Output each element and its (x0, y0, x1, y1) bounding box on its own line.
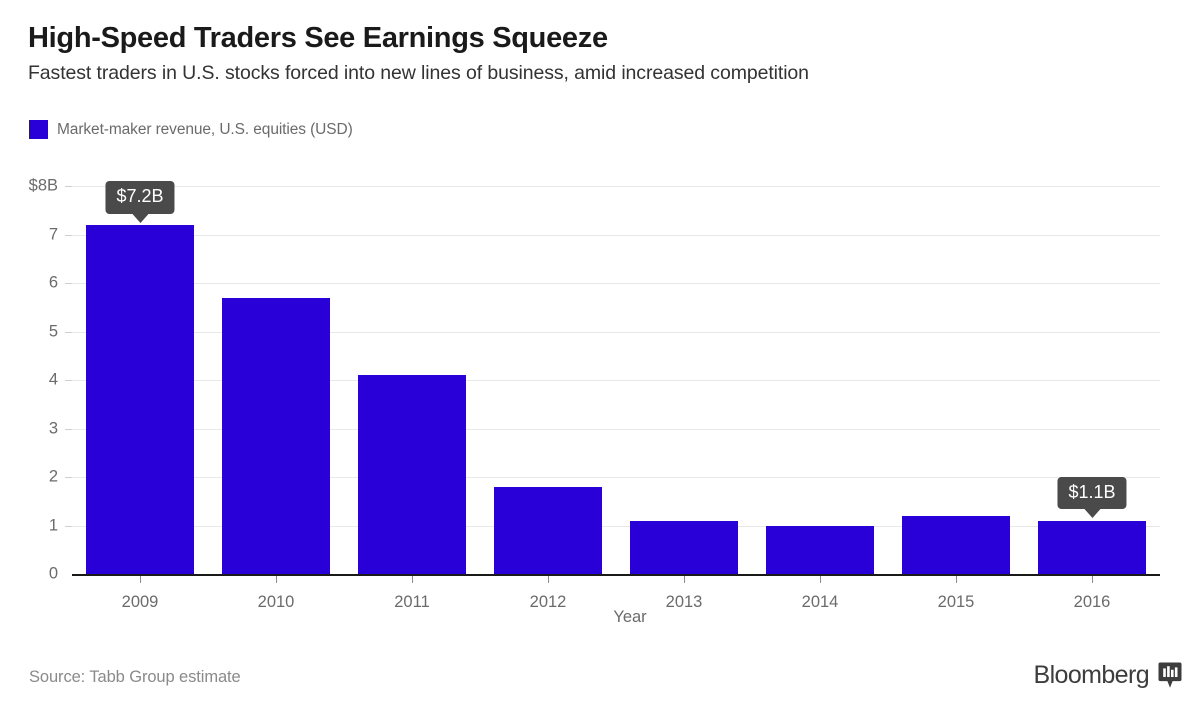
ytick-label-0: 0 (48, 564, 58, 583)
bar-group-2013[interactable]: 2013 (630, 186, 738, 611)
x-axis-line (72, 574, 1160, 576)
ytick-label-5: 5 (48, 322, 58, 340)
chart-legend: Market-maker revenue, U.S. equities (USD… (29, 120, 353, 139)
ytick-mark-4 (65, 380, 72, 381)
bar-group-2016[interactable]: 2016 (1038, 186, 1146, 611)
plot-area: $8B 7 6 5 4 3 2 1 0 2009 2010 2011 (29, 177, 1160, 611)
xtick-label-2010: 2010 (257, 593, 295, 611)
xtick-label-2015: 2015 (937, 593, 975, 611)
ytick-mark-7 (65, 234, 72, 236)
ytick-mark-5 (65, 331, 72, 333)
gridline-3 (72, 428, 1160, 430)
chart-header: High-Speed Traders See Earnings Squeeze … (28, 22, 1178, 86)
chart-subtitle: Fastest traders in U.S. stocks forced in… (28, 62, 809, 85)
ytick-label-3: 3 (48, 419, 58, 437)
ytick-mark-8 (65, 186, 72, 187)
ytick-label-2: 2 (48, 467, 58, 486)
ytick-mark-3 (65, 428, 72, 430)
bar-2012[interactable] (494, 486, 602, 574)
ytick-label-4: 4 (48, 370, 58, 389)
bar-group-2015[interactable]: 2015 (902, 186, 1010, 611)
xtick-mark-2016 (1092, 576, 1093, 583)
gridline-4 (72, 380, 1160, 381)
callout-2009: $7.2B (105, 180, 175, 223)
xtick-mark-2009 (140, 576, 141, 583)
gridline-5 (72, 331, 1160, 333)
ytick-mark-2 (65, 477, 72, 478)
xtick-mark-2015 (956, 576, 957, 583)
bar-group-2012[interactable]: 2012 (494, 186, 602, 611)
bar-2011[interactable] (358, 375, 466, 574)
bar-2009[interactable] (86, 224, 194, 574)
bar-group-2014[interactable]: 2014 (766, 186, 874, 611)
xtick-mark-2010 (276, 576, 277, 583)
legend-swatch-icon (29, 120, 48, 139)
gridline-7 (72, 234, 1160, 236)
bar-group-2009[interactable]: 2009 (86, 186, 194, 611)
gridline-8 (72, 186, 1160, 187)
xtick-label-2013: 2013 (665, 593, 703, 611)
bar-group-2010[interactable]: 2010 (222, 186, 330, 611)
bloomberg-badge-icon (1158, 662, 1182, 689)
ytick-mark-6 (65, 283, 72, 284)
gridline-2 (72, 477, 1160, 478)
bloomberg-branding: Bloomberg (1034, 661, 1183, 690)
xtick-label-2016: 2016 (1073, 593, 1111, 611)
x-axis-title: Year (613, 608, 647, 626)
xtick-mark-2012 (548, 576, 549, 583)
xtick-label-2009: 2009 (121, 593, 159, 611)
xtick-label-2012: 2012 (529, 593, 567, 611)
gridline-1 (72, 525, 1160, 527)
xtick-label-2014: 2014 (801, 593, 839, 611)
ytick-label-1: 1 (48, 516, 58, 534)
bar-2010[interactable] (222, 297, 330, 574)
xtick-mark-2013 (684, 576, 685, 583)
legend-item-label: Market-maker revenue, U.S. equities (USD… (57, 120, 353, 138)
ytick-label-8: $8B (28, 176, 58, 195)
xtick-mark-2014 (820, 576, 821, 583)
gridline-6 (72, 283, 1160, 284)
callout-2016: $1.1B (1057, 476, 1127, 519)
bar-group-2011[interactable]: 2011 (358, 186, 466, 611)
ytick-mark-1 (65, 525, 72, 527)
bar-2013[interactable] (630, 520, 738, 574)
bar-2016[interactable] (1038, 520, 1146, 574)
bar-2015[interactable] (902, 515, 1010, 574)
bloomberg-wordmark: Bloomberg (1033, 661, 1150, 689)
bar-series: 2009 2010 2011 2012 2013 2014 (72, 186, 1160, 611)
xtick-mark-2011 (412, 576, 413, 583)
ytick-label-6: 6 (48, 273, 58, 292)
bar-2014[interactable] (766, 525, 874, 574)
page-title: High-Speed Traders See Earnings Squeeze (28, 22, 608, 54)
ytick-label-7: 7 (48, 225, 58, 243)
xtick-label-2011: 2011 (394, 593, 430, 611)
source-note: Source: Tabb Group estimate (29, 668, 241, 686)
